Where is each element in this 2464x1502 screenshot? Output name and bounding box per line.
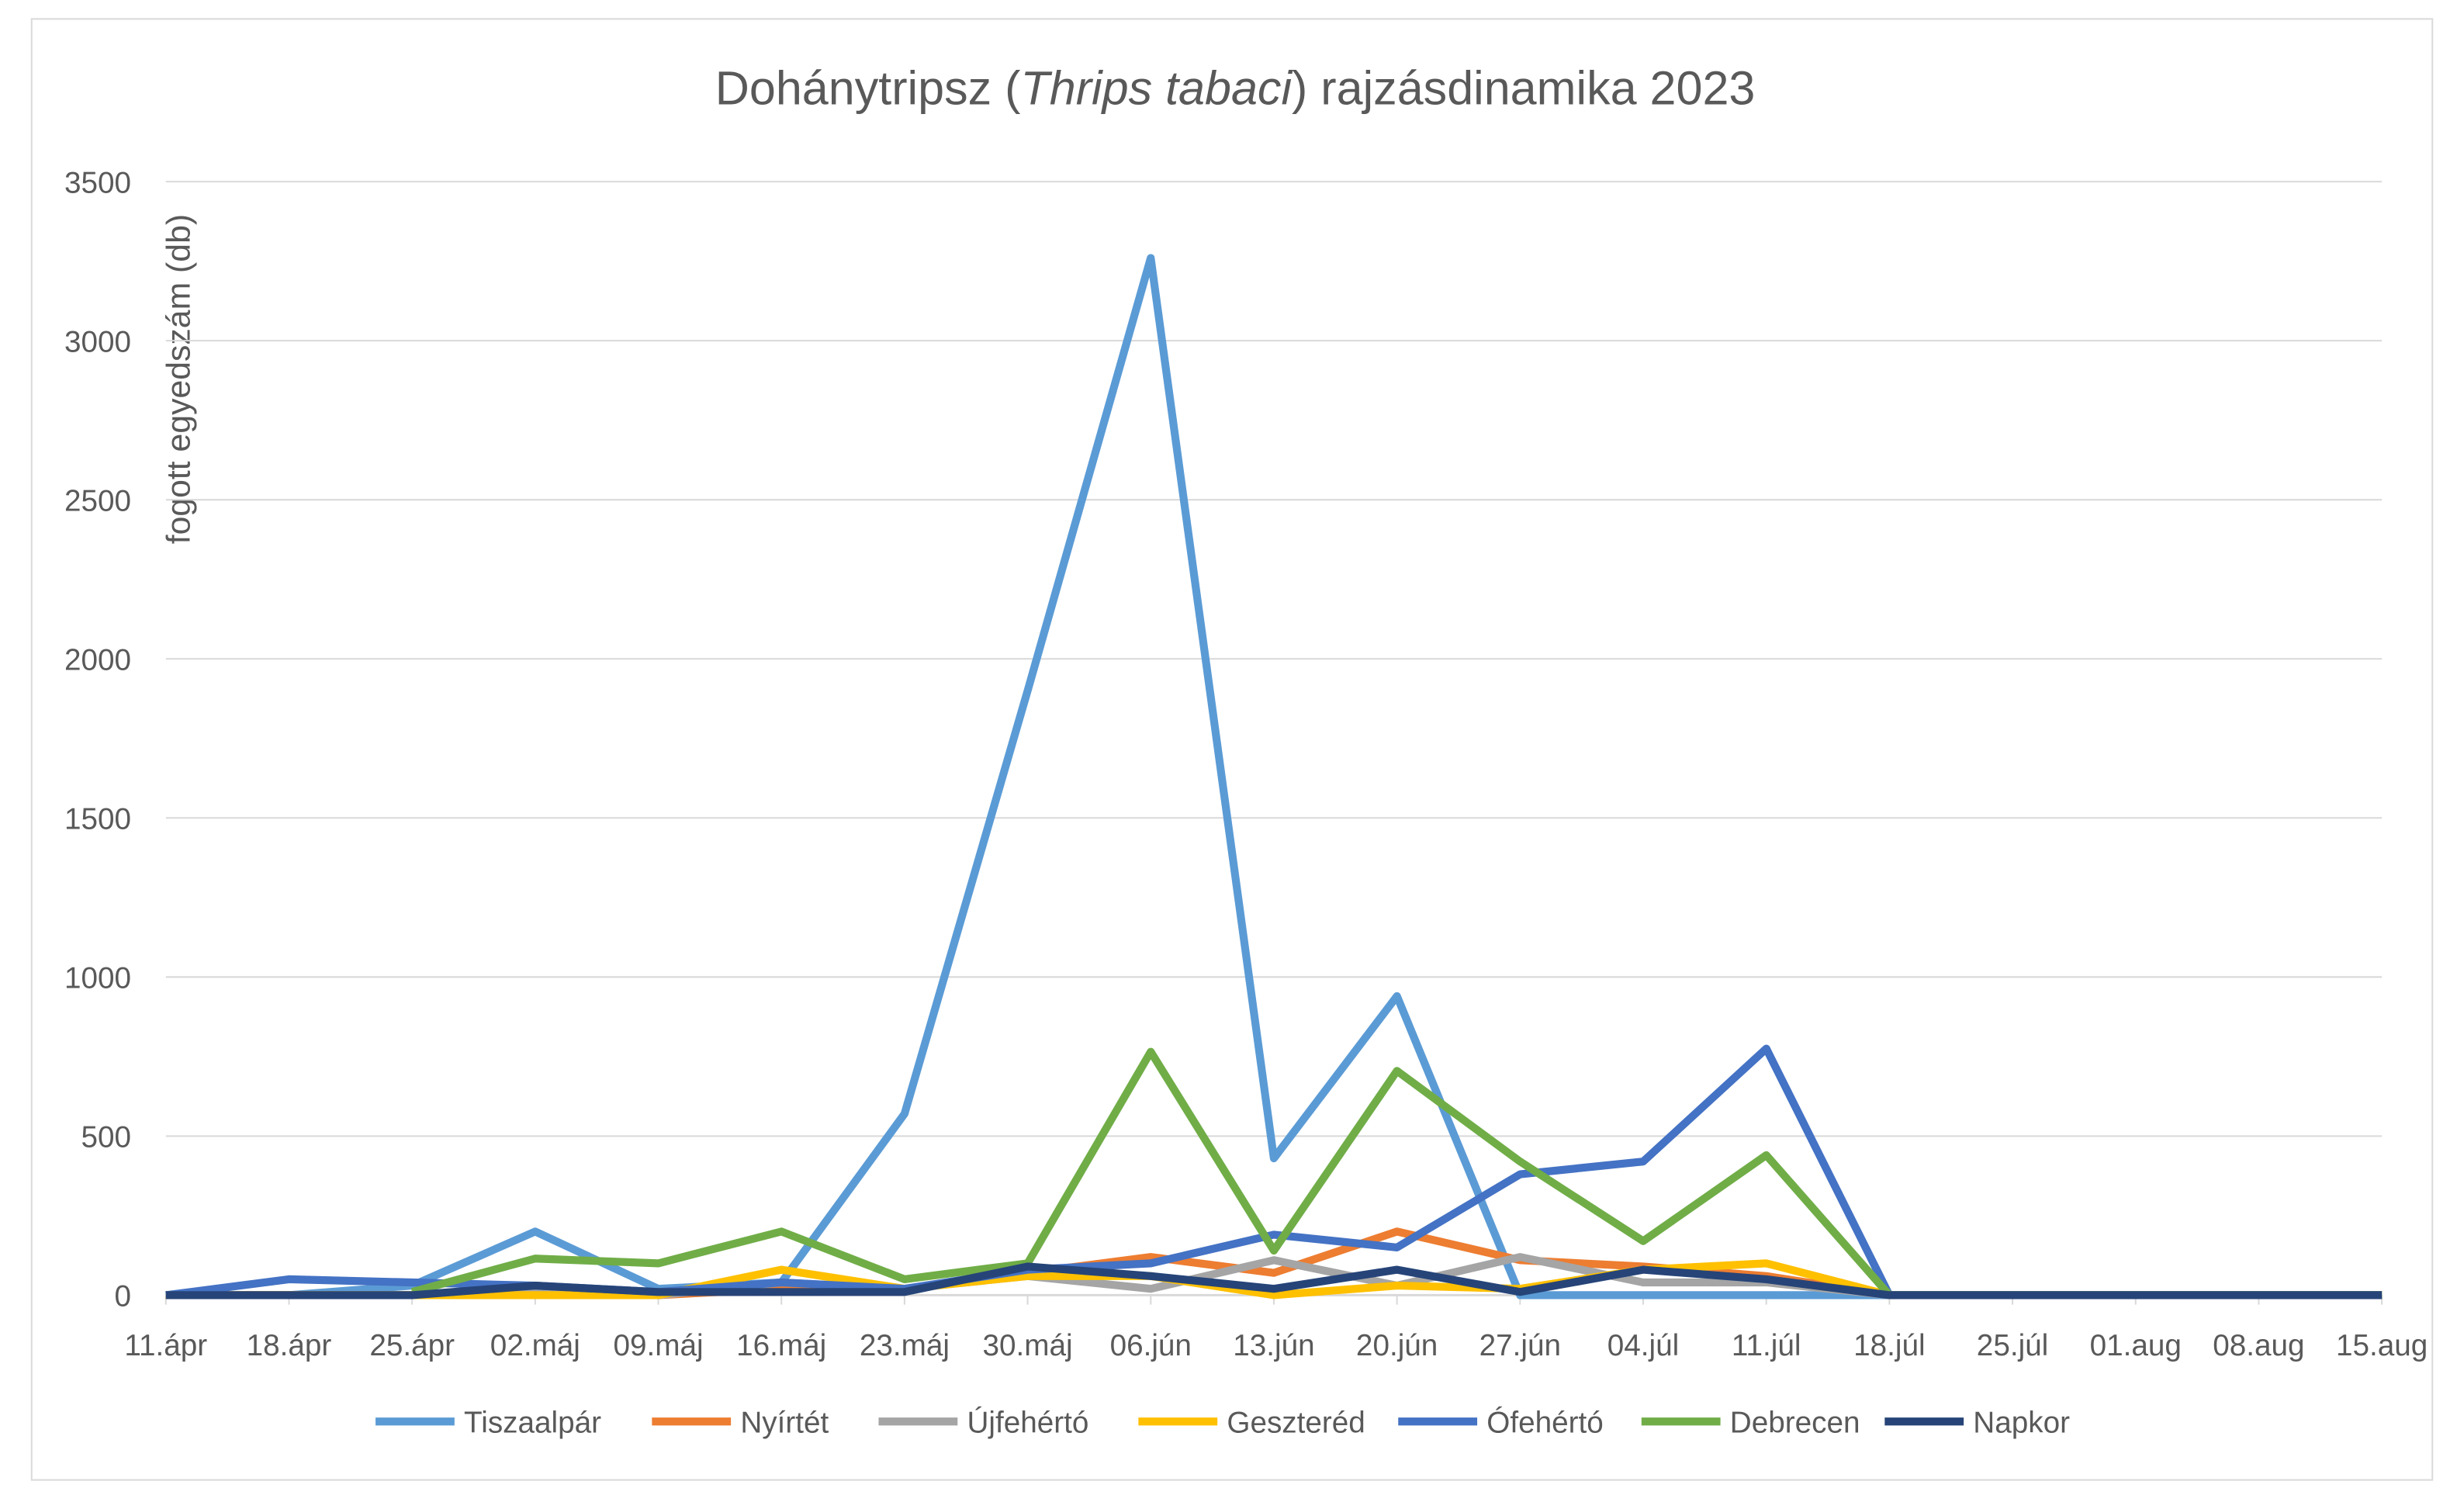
legend-label: Újfehértó (967, 1407, 1088, 1440)
y-tick-label: 0 (114, 1280, 131, 1313)
legend-label: Tiszaalpár (464, 1407, 601, 1440)
series-line (165, 1262, 2383, 1300)
y-tick-label: 1000 (64, 962, 131, 995)
x-tick-label: 04.júl (1607, 1329, 1679, 1362)
x-tick-label: 23.máj (860, 1329, 950, 1362)
x-tick-label: 16.máj (736, 1329, 826, 1362)
x-tick-label: 13.jún (1233, 1329, 1314, 1362)
title-part: Dohánytripsz ( (715, 61, 1021, 114)
x-tick-label: 09.máj (613, 1329, 703, 1362)
y-tick-label: 2000 (64, 643, 131, 677)
legend-label: Geszteréd (1227, 1407, 1365, 1440)
y-tick-label: 1500 (64, 803, 131, 836)
x-tick-label: 27.jún (1479, 1329, 1561, 1362)
x-tick-label: 18.júl (1853, 1329, 1925, 1362)
chart-title: Dohánytripsz (Thrips tabaci) rajzásdinam… (715, 61, 1756, 114)
legend-label: Nyírtét (740, 1407, 829, 1440)
x-tick-label: 18.ápr (247, 1329, 332, 1362)
x-tick-label: 08.aug (2213, 1329, 2304, 1362)
y-tick-label: 500 (81, 1121, 131, 1154)
x-tick-label: 06.jún (1110, 1329, 1192, 1362)
x-tick-label: 30.máj (983, 1329, 1073, 1362)
x-tick-label: 01.aug (2090, 1329, 2182, 1362)
y-axis-label: fogott egyedszám (db) (160, 214, 197, 544)
title-part: Thrips tabaci (1020, 61, 1293, 114)
x-tick-label: 20.jún (1356, 1329, 1438, 1362)
x-tick-label: 11.júl (1732, 1329, 1801, 1362)
y-tick-label: 2500 (64, 484, 131, 517)
x-tick-label: 25.ápr (369, 1329, 455, 1362)
y-tick-label: 3500 (64, 166, 131, 199)
chart-border (30, 18, 2434, 1481)
legend-label: Debrecen (1730, 1407, 1860, 1440)
legend-label: Napkor (1973, 1407, 2070, 1440)
legend-label: Ófehértó (1486, 1407, 1603, 1440)
x-tick-label: 02.máj (490, 1329, 580, 1362)
y-tick-label: 3000 (64, 325, 131, 358)
title-part: ) rajzásdinamika 2023 (1292, 61, 1755, 114)
x-tick-label: 25.júl (1977, 1329, 2048, 1362)
x-tick-label: 15.aug (2336, 1329, 2428, 1362)
x-tick-label: 11.ápr (124, 1329, 207, 1362)
